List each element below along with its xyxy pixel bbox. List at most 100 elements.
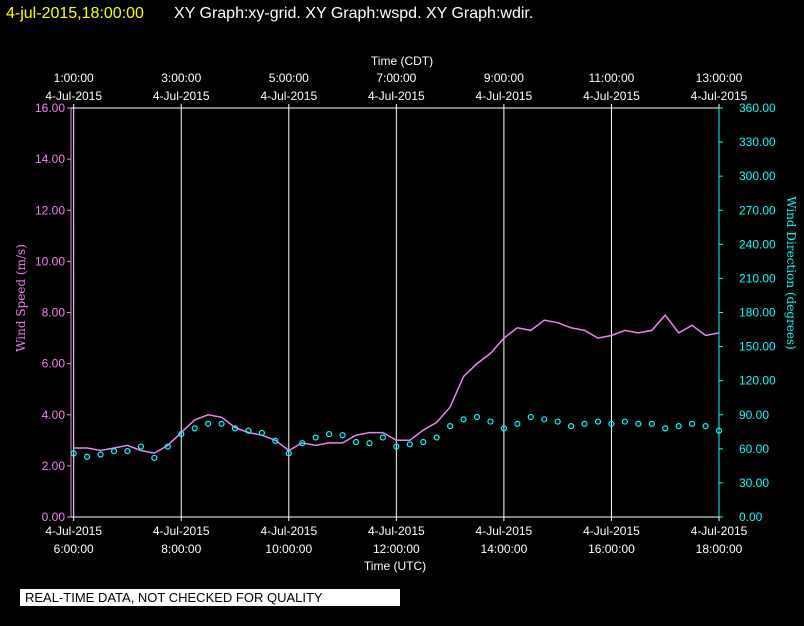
left-axis-label: Wind Speed (m/s) [14,244,28,352]
right-tick-label-2: 60.00 [739,442,769,456]
wind-direction-point-43 [648,420,655,427]
wind-direction-point-16 [285,450,292,457]
right-tick-label-3: 90.00 [739,408,769,422]
bottom-tick-date-1: 4-Jul-2015 [153,524,210,538]
left-tick-label-2: 4.00 [42,408,66,422]
wind-direction-point-24 [393,443,400,450]
bottom-tick-time-2: 10:00:00 [265,542,312,556]
right-tick-label-4: 120.00 [739,374,776,388]
wind-direction-point-23 [379,434,387,441]
wind-direction-point-14 [258,429,266,437]
wind-direction-point-45 [675,423,682,430]
right-tick-label-9: 270.00 [739,203,776,217]
wind-direction-point-13 [245,427,252,434]
timestamp-title: 4-jul-2015,18:00:00 [6,5,144,22]
wind-speed-line [73,313,720,454]
bottom-tick-time-1: 8:00:00 [161,542,201,556]
bottom-tick-date-4: 4-Jul-2015 [476,524,533,538]
top-tick-date-0: 4-Jul-2015 [45,89,102,103]
left-tick-label-1: 2.00 [42,459,66,473]
wind-direction-point-8 [178,430,185,438]
bottom-tick-date-2: 4-Jul-2015 [260,524,317,538]
wind-direction-point-35 [541,416,548,423]
bottom-tick-time-6: 18:00:00 [696,542,743,556]
left-tick-label-3: 6.00 [42,357,66,371]
bottom-tick-time-3: 12:00:00 [373,542,420,556]
wind-direction-point-36 [554,418,561,425]
wind-direction-point-48 [715,427,723,434]
wind-direction-point-26 [420,438,427,446]
wind-direction-point-12 [231,425,239,432]
left-tick-label-5: 10.00 [35,254,65,268]
top-axis-label: Time (CDT) [371,54,433,68]
wind-direction-point-31 [487,418,494,425]
right-tick-label-5: 150.00 [739,340,776,354]
top-tick-date-2: 4-Jul-2015 [260,89,317,103]
wind-direction-point-21 [352,438,360,446]
wind-direction-point-3 [110,448,118,455]
wind-direction-point-44 [662,425,669,432]
wind-direction-point-28 [447,423,454,430]
wind-direction-point-27 [433,434,440,441]
bottom-tick-date-5: 4-Jul-2015 [583,524,640,538]
wind-direction-point-11 [218,420,225,427]
wind-direction-point-2 [97,451,104,458]
wind-direction-point-7 [164,443,171,450]
left-tick-label-4: 8.00 [42,306,66,320]
wind-direction-point-18 [312,434,319,441]
wind-direction-point-5 [137,443,145,450]
wind-direction-point-37 [568,423,575,430]
wind-direction-point-33 [514,420,521,427]
wind-direction-point-29 [460,416,467,423]
wind-direction-point-30 [473,413,481,421]
bottom-tick-date-6: 4-Jul-2015 [691,524,748,538]
plot-area: 0.00 2.00 4.00 6.00 8.00 10.00 12.00 14.00 16.00… [35,71,776,556]
top-tick-time-3: 7:00:00 [376,71,416,85]
wind-direction-point-41 [621,418,628,425]
right-tick-label-7: 210.00 [739,271,776,285]
right-tick-label-10: 300.00 [739,169,776,183]
wind-direction-point-20 [339,432,346,439]
graph-names-title: XY Graph:xy-grid. XY Graph:wspd. XY Grap… [174,5,533,22]
right-tick-label-6: 180.00 [739,306,776,320]
left-tick-label-8: 16.00 [35,101,65,115]
wind-direction-point-6 [151,454,158,462]
left-tick-label-0: 0.00 [42,510,66,524]
top-tick-time-0: 1:00:00 [54,71,94,85]
top-tick-time-6: 13:00:00 [696,71,743,85]
wind-direction-point-25 [406,441,413,448]
wind-direction-point-42 [635,420,642,427]
wind-direction-point-22 [366,440,373,447]
bottom-tick-time-4: 14:00:00 [481,542,528,556]
right-tick-label-1: 30.00 [739,476,769,490]
right-tick-label-8: 240.00 [739,237,776,251]
wind-direction-point-40 [608,420,615,427]
wind-direction-point-38 [581,420,588,427]
wind-direction-point-46 [689,420,696,427]
wind-direction-point-32 [500,425,507,432]
wind-direction-point-15 [272,437,279,444]
wind-direction-point-17 [299,440,306,447]
bottom-tick-time-0: 6:00:00 [54,542,94,556]
top-tick-date-5: 4-Jul-2015 [583,89,640,103]
right-tick-label-12: 360.00 [739,101,776,115]
top-tick-time-1: 3:00:00 [161,71,201,85]
left-tick-label-6: 12.00 [35,203,65,217]
wind-direction-point-10 [205,420,212,427]
top-tick-date-6: 4-Jul-2015 [691,89,748,103]
wind-direction-point-47 [702,423,709,430]
wind-direction-point-19 [326,430,333,438]
wind-direction-point-1 [84,453,91,460]
top-tick-time-5: 11:00:00 [589,71,635,85]
left-tick-label-7: 14.00 [35,152,65,166]
top-tick-time-2: 5:00:00 [269,71,309,85]
bottom-axis-label: Time (UTC) [364,559,426,573]
wind-direction-point-9 [191,425,198,432]
right-tick-label-11: 330.00 [739,135,776,149]
wind-direction-point-0 [70,450,77,457]
top-tick-date-3: 4-Jul-2015 [368,89,425,103]
bottom-tick-time-5: 16:00:00 [588,542,635,556]
top-tick-date-1: 4-Jul-2015 [153,89,210,103]
right-tick-label-0: 0.00 [739,510,763,524]
